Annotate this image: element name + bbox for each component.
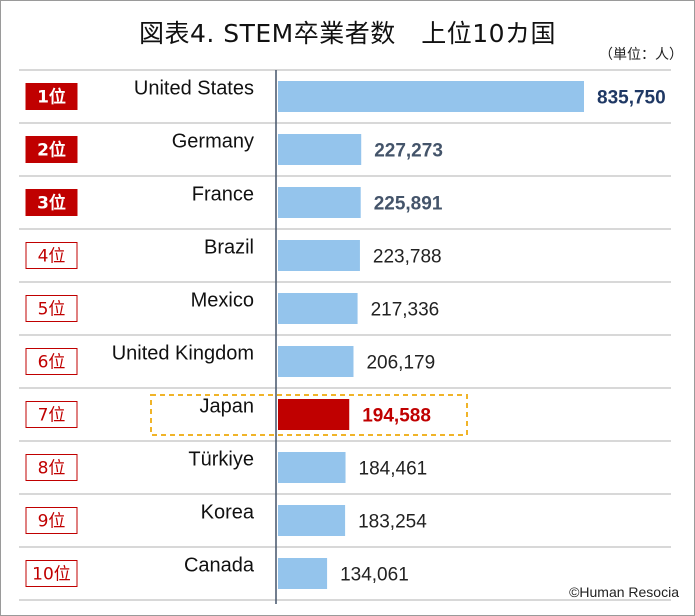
bar bbox=[278, 558, 328, 589]
country-label: Brazil bbox=[204, 237, 254, 259]
bar bbox=[278, 346, 354, 377]
country-label: United States bbox=[134, 78, 254, 100]
value-label: 184,461 bbox=[359, 459, 428, 480]
value-label: 206,179 bbox=[366, 353, 435, 374]
value-label: 134,061 bbox=[340, 565, 409, 586]
country-label: Canada bbox=[184, 555, 255, 577]
rank-badge bbox=[25, 242, 78, 269]
bar bbox=[278, 81, 584, 112]
copyright-credit: ©Human Resocia bbox=[569, 584, 679, 600]
rank-label: 4位 bbox=[38, 247, 66, 267]
rank-badge bbox=[25, 136, 78, 163]
country-label: Germany bbox=[172, 131, 254, 153]
country-label: Korea bbox=[201, 502, 255, 524]
bar bbox=[278, 187, 361, 218]
rank-label: 1位 bbox=[37, 87, 66, 108]
value-label: 225,891 bbox=[374, 194, 443, 215]
rank-badge bbox=[25, 401, 78, 428]
rank-label: 8位 bbox=[38, 459, 66, 479]
rank-label: 9位 bbox=[38, 512, 66, 532]
rank-label: 2位 bbox=[37, 140, 66, 161]
country-label: Mexico bbox=[191, 290, 254, 312]
rank-badge bbox=[25, 295, 78, 322]
rank-label: 5位 bbox=[38, 300, 66, 320]
rank-label: 6位 bbox=[38, 353, 66, 373]
rank-badge bbox=[25, 454, 78, 481]
rank-badge bbox=[25, 348, 78, 375]
highlight-outline bbox=[150, 394, 468, 436]
value-label: 217,336 bbox=[371, 300, 440, 321]
value-label: 183,254 bbox=[358, 512, 427, 533]
value-label: 194,588 bbox=[362, 406, 431, 427]
country-label: Türkiye bbox=[188, 449, 254, 471]
rank-badge bbox=[25, 83, 78, 110]
value-label: 835,750 bbox=[597, 88, 666, 109]
rank-badge bbox=[25, 189, 78, 216]
rank-label: 7位 bbox=[38, 406, 66, 426]
bar bbox=[278, 452, 346, 483]
value-label: 227,273 bbox=[374, 141, 443, 162]
bar bbox=[278, 505, 346, 536]
country-label: Japan bbox=[200, 396, 255, 418]
bar bbox=[278, 134, 362, 165]
value-label: 223,788 bbox=[373, 247, 442, 268]
rank-label: 10位 bbox=[32, 565, 71, 585]
country-label: United Kingdom bbox=[112, 343, 254, 365]
chart-title: 図表4. STEM卒業者数 上位10カ国 bbox=[138, 19, 557, 48]
bar bbox=[278, 240, 360, 271]
rank-badge bbox=[25, 507, 78, 534]
bar bbox=[278, 293, 358, 324]
rank-label: 3位 bbox=[37, 193, 66, 214]
rank-badge bbox=[25, 560, 78, 587]
unit-note: （単位：人） bbox=[599, 47, 683, 63]
country-label: France bbox=[192, 184, 254, 206]
bar bbox=[278, 399, 350, 430]
